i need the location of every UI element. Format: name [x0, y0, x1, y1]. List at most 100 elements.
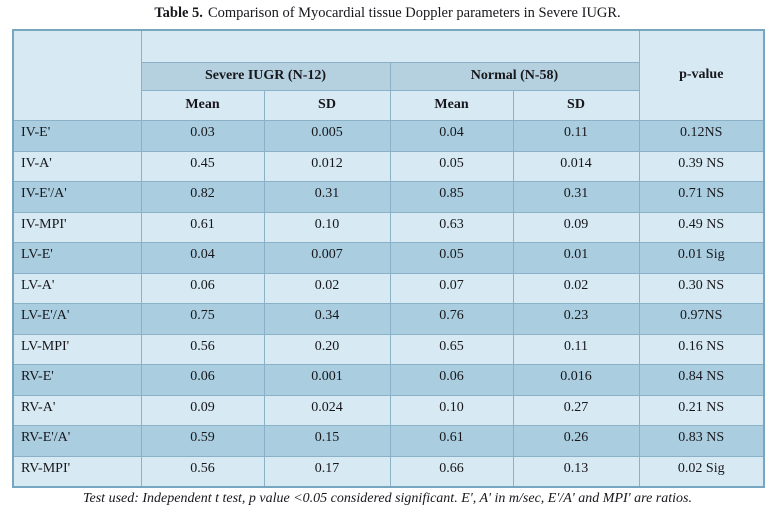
value-cell: 0.20 — [263, 333, 391, 366]
value-cell: 0.56 — [140, 333, 265, 366]
value-cell: 0.05 — [389, 242, 514, 274]
value-cell: 0.06 — [140, 272, 265, 305]
value-cell: 0.27 — [512, 394, 640, 427]
value-cell: 0.83 NS — [638, 425, 765, 457]
param-cell: LV-MPI' — [12, 333, 142, 366]
spacer-cell — [140, 29, 640, 64]
value-cell: 0.15 — [263, 425, 391, 457]
param-cell: IV-E'/A' — [12, 181, 142, 213]
table-row: LV-MPI' 0.56 0.20 0.65 0.11 0.16 NS — [12, 333, 765, 366]
value-cell: 0.30 NS — [638, 272, 765, 305]
value-cell: 0.11 — [512, 333, 640, 366]
table-row: IV-E' 0.03 0.005 0.04 0.11 0.12NS — [12, 120, 765, 152]
value-cell: 0.04 — [140, 242, 265, 274]
table-row: RV-MPI' 0.56 0.17 0.66 0.13 0.02 Sig — [12, 455, 765, 488]
subheader-severe-sd: SD — [263, 90, 391, 122]
value-cell: 0.02 Sig — [638, 455, 765, 488]
value-cell: 0.03 — [140, 120, 265, 152]
value-cell: 0.10 — [263, 211, 391, 244]
table-row: IV-E'/A' 0.82 0.31 0.85 0.31 0.71 NS — [12, 181, 765, 213]
value-cell: 0.12NS — [638, 120, 765, 152]
value-cell: 0.17 — [263, 455, 391, 488]
value-cell: 0.76 — [389, 303, 514, 335]
group-header-normal: Normal (N-58) — [389, 62, 640, 92]
table-row: RV-E' 0.06 0.001 0.06 0.016 0.84 NS — [12, 364, 765, 396]
value-cell: 0.97NS — [638, 303, 765, 335]
value-cell: 0.23 — [512, 303, 640, 335]
value-cell: 0.09 — [140, 394, 265, 427]
value-cell: 0.05 — [389, 150, 514, 183]
table-body: IV-E' 0.03 0.005 0.04 0.11 0.12NS IV-A' 0.45 0.0… — [12, 120, 765, 488]
value-cell: 0.01 — [512, 242, 640, 274]
value-cell: 0.007 — [263, 242, 391, 274]
value-cell: 0.04 — [389, 120, 514, 152]
value-cell: 0.014 — [512, 150, 640, 183]
table-caption: Table 5. Comparison of Myocardial tissue … — [0, 0, 775, 22]
value-cell: 0.01 Sig — [638, 242, 765, 274]
value-cell: 0.024 — [263, 394, 391, 427]
value-cell: 0.005 — [263, 120, 391, 152]
table-row: IV-A' 0.45 0.012 0.05 0.014 0.39 NS — [12, 150, 765, 183]
value-cell: 0.21 NS — [638, 394, 765, 427]
subheader-normal-sd: SD — [512, 90, 640, 122]
table-row: RV-A' 0.09 0.024 0.10 0.27 0.21 NS — [12, 394, 765, 427]
value-cell: 0.26 — [512, 425, 640, 457]
value-cell: 0.66 — [389, 455, 514, 488]
table-caption-text: Comparison of Myocardial tissue Doppler … — [207, 5, 621, 21]
table-row: IV-MPI' 0.61 0.10 0.63 0.09 0.49 NS — [12, 211, 765, 244]
value-cell: 0.11 — [512, 120, 640, 152]
value-cell: 0.71 NS — [638, 181, 765, 213]
value-cell: 0.82 — [140, 181, 265, 213]
header-row-stats: Mean SD Mean SD — [13, 90, 764, 122]
value-cell: 0.75 — [140, 303, 265, 335]
param-cell: RV-E'/A' — [12, 425, 142, 457]
value-cell: 0.02 — [512, 272, 640, 305]
param-cell: IV-MPI' — [12, 211, 142, 244]
table-row: LV-A' 0.06 0.02 0.07 0.02 0.30 NS — [12, 272, 765, 305]
value-cell: 0.45 — [140, 150, 265, 183]
param-cell: RV-E' — [12, 364, 142, 396]
value-cell: 0.56 — [140, 455, 265, 488]
value-cell: 0.02 — [263, 272, 391, 305]
value-cell: 0.07 — [389, 272, 514, 305]
value-cell: 0.10 — [389, 394, 514, 427]
header-row-top: p-value — [12, 29, 765, 122]
doppler-parameters-table: p-value Severe IUGR (N-12) Normal (N-58)… — [12, 28, 765, 488]
value-cell: 0.13 — [512, 455, 640, 488]
value-cell: 0.31 — [263, 181, 391, 213]
value-cell: 0.16 NS — [638, 333, 765, 366]
value-cell: 0.09 — [512, 211, 640, 244]
value-cell: 0.61 — [140, 211, 265, 244]
table-row: RV-E'/A' 0.59 0.15 0.61 0.26 0.83 NS — [12, 425, 765, 457]
table-row: LV-E' 0.04 0.007 0.05 0.01 0.01 Sig — [12, 242, 765, 274]
value-cell: 0.65 — [389, 333, 514, 366]
param-cell: LV-E' — [12, 242, 142, 274]
param-cell: IV-E' — [12, 120, 142, 152]
corner-cell — [12, 29, 142, 122]
param-cell: RV-MPI' — [12, 455, 142, 488]
value-cell: 0.34 — [263, 303, 391, 335]
group-header-severe-iugr: Severe IUGR (N-12) — [140, 62, 391, 92]
param-cell: RV-A' — [12, 394, 142, 427]
value-cell: 0.06 — [389, 364, 514, 396]
param-cell: LV-A' — [12, 272, 142, 305]
value-cell: 0.012 — [263, 150, 391, 183]
value-cell: 0.39 NS — [638, 150, 765, 183]
value-cell: 0.63 — [389, 211, 514, 244]
value-cell: 0.61 — [389, 425, 514, 457]
value-cell: 0.06 — [140, 364, 265, 396]
header-row-groups: Severe IUGR (N-12) Normal (N-58) — [13, 62, 764, 92]
subheader-severe-mean: Mean — [140, 90, 265, 122]
table-row: LV-E'/A' 0.75 0.34 0.76 0.23 0.97NS — [12, 303, 765, 335]
table-footnote: Test used: Independent t test, p value <… — [83, 490, 692, 506]
subheader-normal-mean: Mean — [389, 90, 514, 122]
value-cell: 0.49 NS — [638, 211, 765, 244]
value-cell: 0.84 NS — [638, 364, 765, 396]
value-cell: 0.016 — [512, 364, 640, 396]
param-cell: LV-E'/A' — [12, 303, 142, 335]
value-cell: 0.001 — [263, 364, 391, 396]
value-cell: 0.59 — [140, 425, 265, 457]
value-cell: 0.31 — [512, 181, 640, 213]
value-cell: 0.85 — [389, 181, 514, 213]
table-caption-label: Table 5. — [154, 5, 203, 21]
